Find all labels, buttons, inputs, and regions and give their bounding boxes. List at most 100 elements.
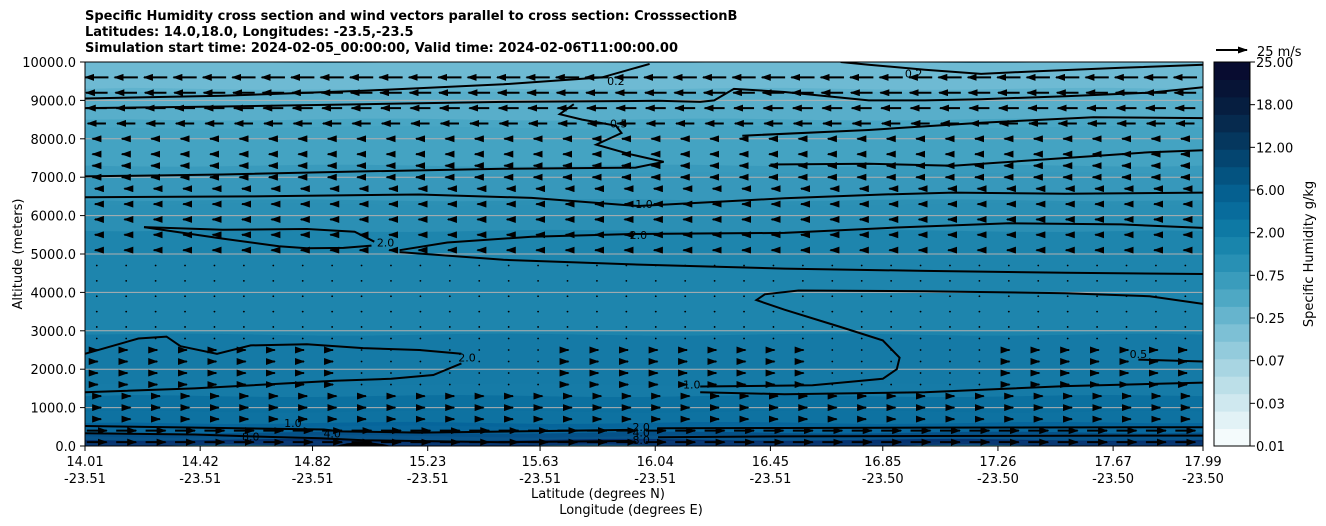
wind-vector (625, 310, 628, 313)
wind-vector (831, 349, 834, 351)
contour-label: 0.5 (610, 117, 628, 130)
wind-vector (919, 310, 922, 313)
wind-vector (390, 326, 392, 328)
wind-vector (448, 372, 451, 374)
colorbar-segment (1214, 219, 1250, 238)
wind-vector (919, 372, 922, 374)
contour-line-0-5 (85, 103, 664, 178)
x-tick-label-longitude: -23.50 (862, 472, 904, 487)
wind-vector (1155, 264, 1157, 267)
wind-vector (978, 349, 981, 351)
wind-vector (654, 295, 657, 298)
wind-vector (919, 383, 922, 386)
colorbar-tick-label: 0.07 (1256, 355, 1285, 370)
wind-vector (684, 337, 687, 340)
wind-vector (448, 360, 451, 363)
colorbar-segment (1214, 166, 1250, 185)
x-tick-label-longitude: -23.51 (749, 472, 791, 487)
wind-vector (213, 295, 216, 298)
wind-vector (949, 360, 951, 363)
terrain (335, 442, 392, 446)
contour-line-1-0 (85, 191, 1203, 208)
x-tick-label-latitude: 17.67 (1095, 455, 1132, 470)
wind-vector (1184, 326, 1187, 328)
wind-vector (272, 279, 275, 282)
wind-vector (213, 337, 216, 340)
contour-label: 2.0 (377, 236, 395, 249)
wind-vector (919, 279, 922, 282)
wind-vector (360, 372, 363, 374)
x-tick-label-longitude: -23.51 (179, 472, 221, 487)
wind-vector (154, 264, 157, 267)
wind-vector (1037, 326, 1040, 328)
wind-vector (507, 337, 510, 340)
colorbar-segment (1214, 306, 1250, 325)
x-tick-label-longitude: -23.51 (292, 472, 334, 487)
wind-vector (772, 337, 775, 340)
wind-vector (743, 264, 745, 267)
wind-vector (390, 383, 392, 386)
wind-vector (978, 360, 981, 363)
wind-vector (1066, 264, 1069, 267)
colorbar-tick-label: 12.00 (1256, 141, 1293, 156)
y-tick-label: 1000.0 (31, 402, 77, 417)
wind-vector (1007, 326, 1010, 328)
contour-label: 0.2 (607, 75, 625, 88)
wind-vector (95, 279, 98, 282)
wind-vector (1125, 264, 1128, 267)
wind-vector (890, 310, 893, 313)
wind-vector (801, 279, 804, 282)
wind-vector (1155, 337, 1157, 340)
y-tick-label: 0.0 (55, 440, 76, 455)
wind-vector (772, 326, 775, 328)
wind-vector (419, 264, 422, 267)
wind-vector (831, 372, 834, 374)
wind-vector (419, 337, 422, 340)
wind-vector (125, 264, 128, 267)
wind-vector (507, 310, 510, 313)
contour-line-0-5 (85, 86, 1203, 110)
colorbar-tick-label: 0.01 (1256, 440, 1285, 455)
contour-label: 8.0 (632, 434, 650, 447)
vector-key-label: 25 m/s (1257, 45, 1302, 60)
y-tick-label: 2000.0 (31, 363, 77, 378)
wind-vector (537, 279, 539, 282)
wind-vector (419, 279, 422, 282)
wind-vector (301, 264, 304, 267)
wind-vector (272, 264, 275, 267)
wind-vector (831, 360, 834, 363)
x-tick-label-longitude: -23.51 (64, 472, 106, 487)
wind-vector (360, 326, 363, 328)
wind-vector (448, 349, 451, 351)
wind-vector (507, 372, 510, 374)
wind-vector (1096, 326, 1098, 328)
wind-vector (831, 264, 834, 267)
wind-vector (890, 360, 893, 363)
wind-vector (772, 295, 775, 298)
wind-vector (1066, 279, 1069, 282)
wind-vector (360, 310, 363, 313)
y-tick-label: 3000.0 (31, 325, 77, 340)
wind-vector (478, 326, 481, 328)
contour-line-2-0 (143, 226, 372, 250)
wind-vector (1037, 295, 1040, 298)
wind-vector (596, 337, 598, 340)
wind-vector (831, 310, 834, 313)
x-tick-label-longitude: -23.50 (1182, 472, 1224, 487)
wind-vector (419, 310, 422, 313)
x-tick-label-longitude: -23.50 (977, 472, 1019, 487)
contour-line-8-0 (657, 434, 1203, 439)
colorbar-tick-label: 18.00 (1256, 99, 1293, 114)
x-tick-label-longitude: -23.51 (407, 472, 449, 487)
wind-vector (772, 279, 775, 282)
wind-vector (978, 372, 981, 374)
wind-vector (919, 264, 922, 267)
wind-vector (1125, 279, 1128, 282)
wind-vector (860, 279, 863, 282)
x-tick-label-latitude: 14.82 (294, 455, 331, 470)
wind-vector (125, 326, 128, 328)
wind-vector (301, 310, 304, 313)
wind-vector (1066, 310, 1069, 313)
colorbar-tick-label: 0.25 (1256, 312, 1285, 327)
wind-vector (566, 279, 569, 282)
